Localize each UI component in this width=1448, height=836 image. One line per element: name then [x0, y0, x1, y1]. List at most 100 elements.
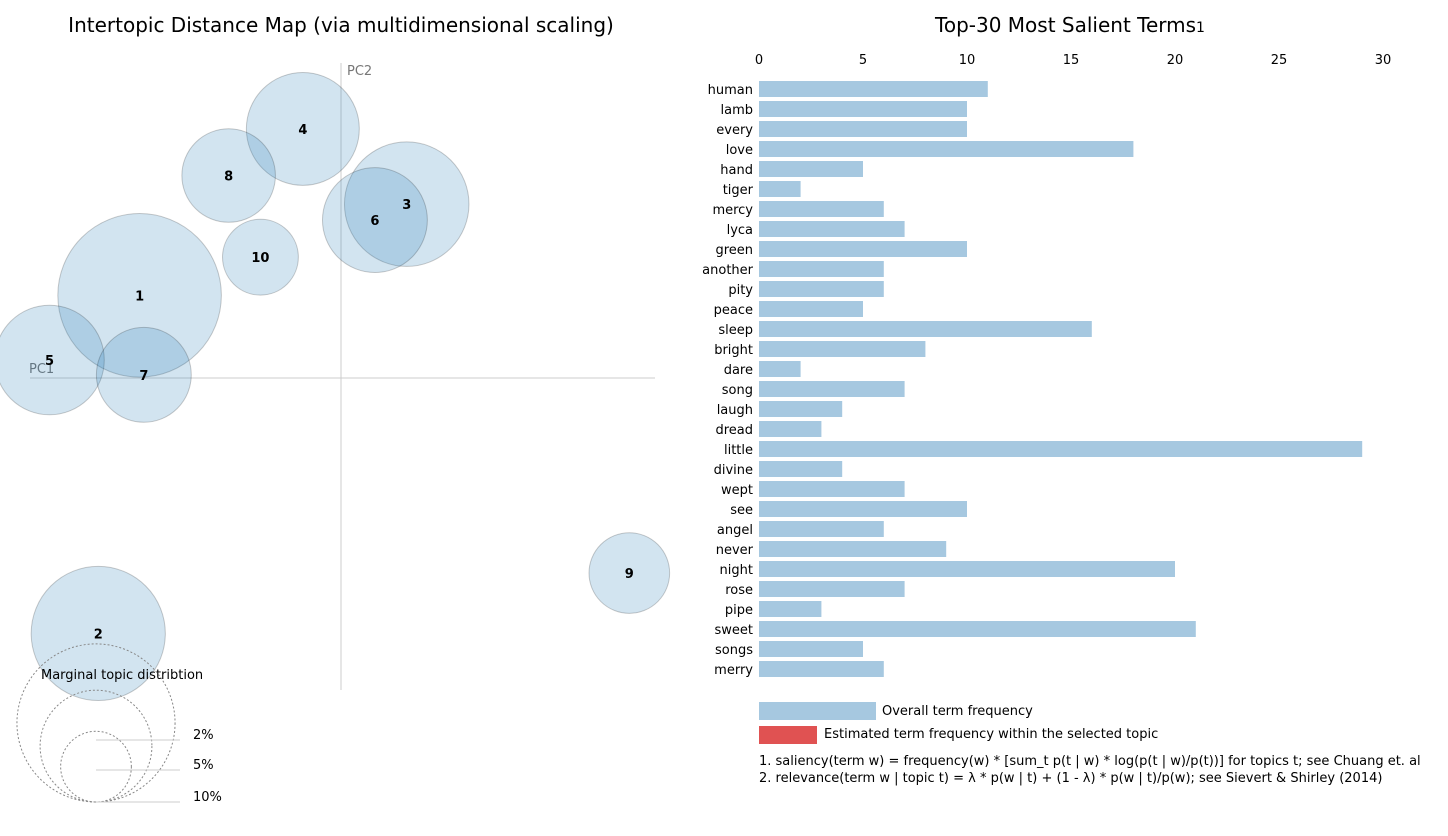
topic-label-7: 7 — [139, 369, 148, 384]
topic-circle-9[interactable] — [588, 532, 671, 614]
map-axes: PC1 PC2 — [29, 63, 655, 690]
term-label-angel[interactable]: angel — [717, 523, 753, 538]
term-label-mercy[interactable]: mercy — [712, 203, 753, 218]
term-label-human[interactable]: human — [708, 83, 753, 98]
term-bar-merry[interactable] — [759, 661, 884, 677]
term-bar-wept[interactable] — [759, 481, 905, 497]
legend-topic-label: Estimated term frequency within the sele… — [824, 727, 1158, 742]
x-axis-ticks: 0 5 10 15 20 25 30 — [755, 53, 1391, 68]
term-bar-lamb[interactable] — [759, 101, 967, 117]
term-label-song[interactable]: song — [722, 383, 753, 398]
term-bar-rose[interactable] — [759, 581, 905, 597]
x-tick-30: 30 — [1375, 53, 1392, 68]
term-bar-little[interactable] — [759, 441, 1363, 457]
term-label-little[interactable]: little — [724, 443, 753, 458]
pc2-label: PC2 — [347, 64, 372, 79]
marginal-circle-5 — [39, 689, 153, 803]
term-label-every[interactable]: every — [716, 123, 753, 138]
term-label-peace[interactable]: peace — [714, 303, 753, 318]
term-label-hand[interactable]: hand — [720, 163, 753, 178]
topic-circle-6[interactable] — [321, 167, 428, 274]
term-label-never[interactable]: never — [716, 543, 754, 558]
term-bar-songs[interactable] — [759, 641, 863, 657]
term-label-bright[interactable]: bright — [714, 343, 753, 358]
term-bar-song[interactable] — [759, 381, 905, 397]
topic-label-8: 8 — [224, 170, 233, 185]
terms-title-text: Top-30 Most Salient Terms — [934, 13, 1196, 37]
marginal-circle-2 — [60, 730, 132, 803]
term-label-rose[interactable]: rose — [725, 583, 753, 598]
term-bar-another[interactable] — [759, 261, 884, 277]
term-bar-divine[interactable] — [759, 461, 843, 477]
term-label-love[interactable]: love — [726, 143, 753, 158]
x-tick-0: 0 — [755, 53, 763, 68]
term-bar-bright[interactable] — [759, 341, 926, 357]
legend-topic-swatch — [759, 726, 817, 744]
term-bar-sleep[interactable] — [759, 321, 1092, 337]
topic-circle-10[interactable] — [222, 218, 299, 296]
term-label-pipe[interactable]: pipe — [725, 603, 753, 618]
topic-circle-3[interactable] — [343, 141, 470, 267]
x-tick-20: 20 — [1167, 53, 1184, 68]
term-bar-peace[interactable] — [759, 301, 863, 317]
term-label-wept[interactable]: wept — [721, 483, 753, 498]
term-bar-tiger[interactable] — [759, 181, 801, 197]
term-label-sleep[interactable]: sleep — [718, 323, 753, 338]
term-bar-laugh[interactable] — [759, 401, 843, 417]
term-label-divine[interactable]: divine — [714, 463, 753, 478]
term-bar-dread[interactable] — [759, 421, 822, 437]
topic-label-4: 4 — [298, 123, 307, 138]
term-bar-pity[interactable] — [759, 281, 884, 297]
term-label-lyca[interactable]: lyca — [727, 223, 753, 238]
term-bar-sweet[interactable] — [759, 621, 1196, 637]
topic-circle-2[interactable] — [30, 565, 166, 702]
term-label-night[interactable]: night — [720, 563, 753, 578]
term-bar-green[interactable] — [759, 241, 967, 257]
marginal-circle-10 — [16, 643, 176, 803]
term-bar-love[interactable] — [759, 141, 1134, 157]
topic-circle-1[interactable] — [57, 213, 222, 378]
term-bar-see[interactable] — [759, 501, 967, 517]
term-label-tiger[interactable]: tiger — [723, 183, 754, 198]
topic-label-10: 10 — [251, 251, 269, 266]
topic-label-1: 1 — [135, 289, 144, 304]
term-label-laugh[interactable]: laugh — [717, 403, 753, 418]
term-bar-hand[interactable] — [759, 161, 863, 177]
marginal-scale-label-5: 5% — [193, 758, 214, 773]
term-label-lamb[interactable]: lamb — [721, 103, 754, 118]
term-bar-mercy[interactable] — [759, 201, 884, 217]
term-label-sweet[interactable]: sweet — [715, 623, 754, 638]
term-bar-human[interactable] — [759, 81, 988, 97]
term-bar-every[interactable] — [759, 121, 967, 137]
term-bar-pipe[interactable] — [759, 601, 822, 617]
term-label-merry[interactable]: merry — [714, 663, 753, 678]
term-label-green[interactable]: green — [715, 243, 753, 258]
term-label-dread[interactable]: dread — [715, 423, 753, 438]
saliency-note: 1. saliency(term w) = frequency(w) * [su… — [759, 754, 1421, 769]
topic-circle-7[interactable] — [95, 326, 192, 423]
term-label-songs[interactable]: songs — [715, 643, 753, 658]
legend-overall-label: Overall term frequency — [882, 704, 1033, 719]
topic-label-3: 3 — [402, 198, 411, 213]
map-title: Intertopic Distance Map (via multidimens… — [68, 13, 614, 37]
term-bar-lyca[interactable] — [759, 221, 905, 237]
topic-circle-8[interactable] — [181, 128, 276, 223]
term-bar-never[interactable] — [759, 541, 947, 557]
topic-label-5: 5 — [45, 354, 54, 369]
term-bars[interactable] — [759, 81, 1363, 677]
term-bar-angel[interactable] — [759, 521, 884, 537]
term-label-see[interactable]: see — [730, 503, 753, 518]
terms-title-footnote: 1 — [1196, 20, 1205, 36]
topic-circles[interactable] — [0, 71, 671, 702]
term-labels[interactable]: human lamb every love hand tiger mercy lyca gree… — [702, 83, 753, 678]
marginal-circles: 2% 5% 10% — [16, 643, 222, 805]
topic-circle-5[interactable] — [0, 304, 105, 416]
term-bar-dare[interactable] — [759, 361, 801, 377]
term-label-another[interactable]: another — [702, 263, 753, 278]
marginal-title: Marginal topic distribtion — [41, 668, 203, 683]
term-bar-night[interactable] — [759, 561, 1175, 577]
term-label-dare[interactable]: dare — [724, 363, 753, 378]
term-label-pity[interactable]: pity — [728, 283, 753, 298]
topic-circle-4[interactable] — [245, 71, 360, 186]
relevance-note: 2. relevance(term w | topic t) = λ * p(w… — [759, 771, 1382, 786]
